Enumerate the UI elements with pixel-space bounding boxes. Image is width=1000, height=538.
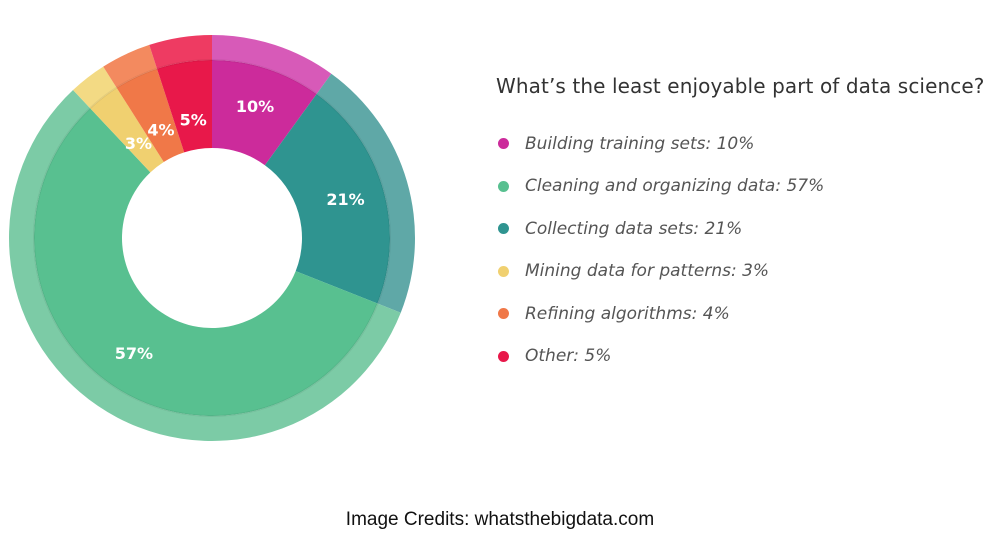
- slice-collecting-data-sets: [264, 93, 390, 304]
- legend-label: Collecting data sets: 21%: [525, 218, 743, 239]
- legend-item-refining-algorithms: Refining algorithms: 4%: [498, 303, 824, 324]
- legend-dot-collecting-data-sets: [498, 223, 509, 235]
- image-credits: Image Credits: whatsthebigdata.com: [345, 509, 655, 530]
- slice-label-building-training-sets: 10%: [236, 97, 274, 116]
- legend-label: Cleaning and organizing data: 57%: [525, 176, 825, 197]
- slice-outer-ring-cleaning-and-organizing-data: [8, 90, 401, 441]
- slice-outer-ring-collecting-data-sets: [316, 73, 416, 313]
- legend-label: Building training sets: 10%: [525, 133, 755, 154]
- slice-cleaning-and-organizing-data: [33, 108, 378, 416]
- slice-building-training-sets: [212, 60, 317, 166]
- ring-separator: [33, 59, 391, 417]
- legend-label: Refining algorithms: 4%: [525, 303, 730, 324]
- legend-item-cleaning-and-organizing-data: Cleaning and organizing data: 57%: [498, 176, 824, 197]
- legend-item-collecting-data-sets: Collecting data sets: 21%: [498, 218, 824, 239]
- slice-outer-ring-refining-algorithms: [103, 44, 157, 88]
- slice-outer-ring-mining-data-for-patterns: [73, 66, 117, 109]
- chart-title: What’s the least enjoyable part of data …: [496, 74, 985, 98]
- slice-label-refining-algorithms: 4%: [147, 120, 174, 139]
- slice-label-cleaning-and-organizing-data: 57%: [115, 344, 153, 363]
- slice-label-mining-data-for-patterns: 3%: [125, 134, 152, 153]
- legend-dot-mining-data-for-patterns: [498, 265, 509, 277]
- slice-other: [156, 60, 212, 153]
- slice-outer-ring-building-training-sets: [212, 35, 332, 94]
- legend-item-other: Other: 5%: [498, 346, 824, 367]
- legend: Building training sets: 10% Cleaning and…: [498, 133, 824, 389]
- legend-item-mining-data-for-patterns: Mining data for patterns: 3%: [498, 261, 824, 282]
- slice-refining-algorithms: [116, 68, 185, 163]
- legend-dot-other: [498, 350, 509, 362]
- slice-mining-data-for-patterns: [90, 87, 164, 173]
- donut-chart: 10% 21% 57% 3%4% 5%: [8, 35, 416, 441]
- legend-label: Other: 5%: [525, 346, 612, 367]
- legend-label: Mining data for patterns: 3%: [525, 261, 770, 282]
- slice-label-collecting-data-sets: 21%: [326, 190, 364, 209]
- legend-dot-cleaning-and-organizing-data: [498, 180, 509, 192]
- legend-dot-refining-algorithms: [498, 308, 509, 320]
- legend-item-building-training-sets: Building training sets: 10%: [498, 133, 824, 154]
- slice-outer-ring-other: [149, 35, 212, 69]
- legend-dot-building-training-sets: [498, 138, 509, 149]
- slice-label-other: 5%: [180, 111, 207, 130]
